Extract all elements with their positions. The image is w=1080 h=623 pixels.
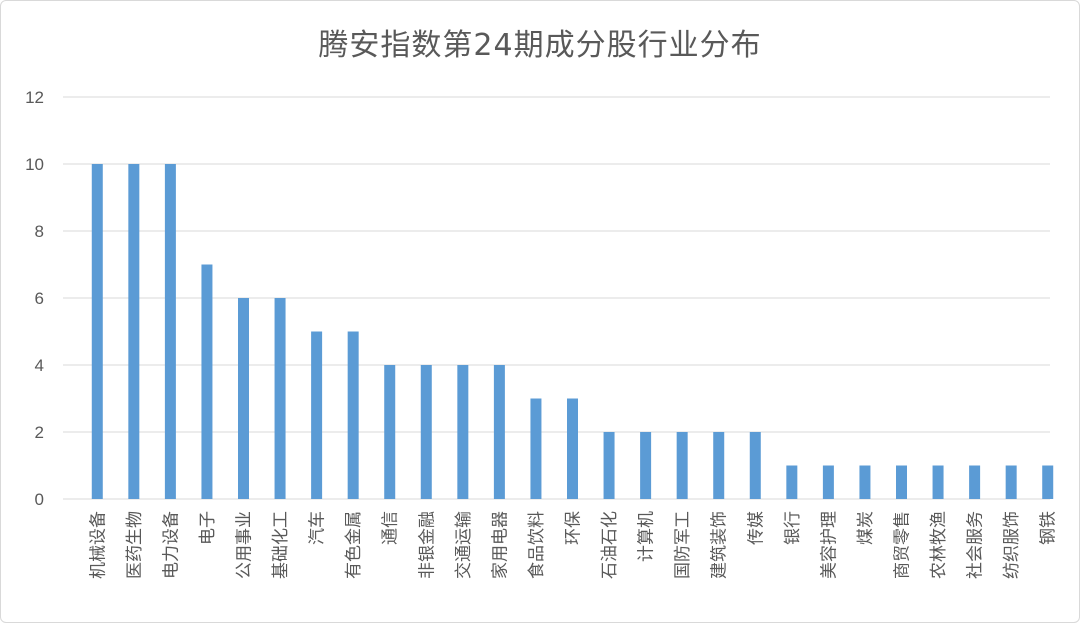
- x-category-label: 煤炭: [856, 511, 876, 545]
- x-category-label: 通信: [381, 511, 401, 545]
- bar: [859, 465, 871, 499]
- x-axis-labels: 机械设备 医药生物 电力设备 电子 公用事业 基础化工 汽车 有色金属 通信 非银金融 交通运输 家用…: [88, 511, 1058, 579]
- x-category-label: 建筑装饰: [710, 511, 730, 579]
- y-axis-labels: 0 2 4 6 8 10 12: [25, 88, 44, 509]
- bar: [932, 465, 944, 499]
- x-category-label: 银行: [783, 511, 803, 545]
- bar: [311, 331, 323, 499]
- x-category-label: 公用事业: [235, 511, 255, 579]
- x-category-label: 基础化工: [271, 511, 291, 579]
- x-category-label: 家用电器: [490, 511, 510, 579]
- bar: [91, 164, 103, 499]
- x-category-label: 有色金属: [344, 511, 364, 579]
- bar: [128, 164, 140, 499]
- y-tick-label: 12: [25, 88, 44, 107]
- bar: [603, 432, 615, 499]
- x-category-label: 电力设备: [161, 511, 181, 579]
- x-category-label: 计算机: [637, 511, 657, 562]
- x-category-label: 汽车: [308, 511, 328, 545]
- x-category-label: 纺织服饰: [1002, 511, 1022, 579]
- y-tick-label: 4: [35, 356, 44, 375]
- x-category-label: 非银金融: [417, 511, 437, 579]
- bar: [567, 398, 578, 499]
- bar: [493, 365, 505, 499]
- x-category-label: 食品饮料: [527, 511, 547, 579]
- bar: [713, 432, 725, 499]
- chart-title: 腾安指数第24期成分股行业分布: [318, 28, 762, 63]
- x-category-label: 商贸零售: [893, 511, 913, 579]
- bar: [420, 365, 432, 499]
- y-tick-label: 10: [25, 155, 44, 174]
- bar: [530, 398, 542, 499]
- y-tick-label: 0: [35, 490, 44, 509]
- x-category-label: 农林牧渔: [929, 511, 949, 579]
- x-category-label: 社会服务: [966, 511, 986, 579]
- bar: [896, 465, 907, 499]
- bar: [457, 365, 469, 499]
- x-category-label: 机械设备: [88, 511, 108, 579]
- x-category-label: 环保: [564, 511, 584, 545]
- y-tick-label: 8: [35, 222, 44, 241]
- bar: [1042, 465, 1054, 499]
- x-category-label: 电子: [198, 511, 218, 545]
- bar: [969, 465, 981, 499]
- bars: [91, 164, 1054, 499]
- y-tick-label: 2: [35, 423, 44, 442]
- bar: [1005, 465, 1017, 499]
- y-tick-label: 6: [35, 289, 44, 308]
- x-category-label: 交通运输: [454, 511, 474, 579]
- bar: [749, 432, 761, 499]
- bar: [676, 432, 688, 499]
- x-category-label: 钢铁: [1039, 511, 1059, 545]
- gridlines: [63, 96, 1050, 500]
- bar: [822, 465, 834, 499]
- x-category-label: 美容护理: [819, 511, 839, 579]
- bar: [640, 432, 652, 499]
- x-category-label: 国防军工: [673, 511, 693, 579]
- bar: [384, 365, 396, 499]
- bar: [201, 264, 213, 499]
- x-category-label: 石油石化: [600, 511, 620, 579]
- x-category-label: 医药生物: [125, 511, 145, 579]
- bar: [164, 164, 176, 499]
- bar: [238, 298, 249, 499]
- bar: [786, 465, 798, 499]
- bar: [347, 331, 359, 499]
- x-category-label: 传媒: [746, 511, 766, 545]
- bar: [274, 298, 286, 499]
